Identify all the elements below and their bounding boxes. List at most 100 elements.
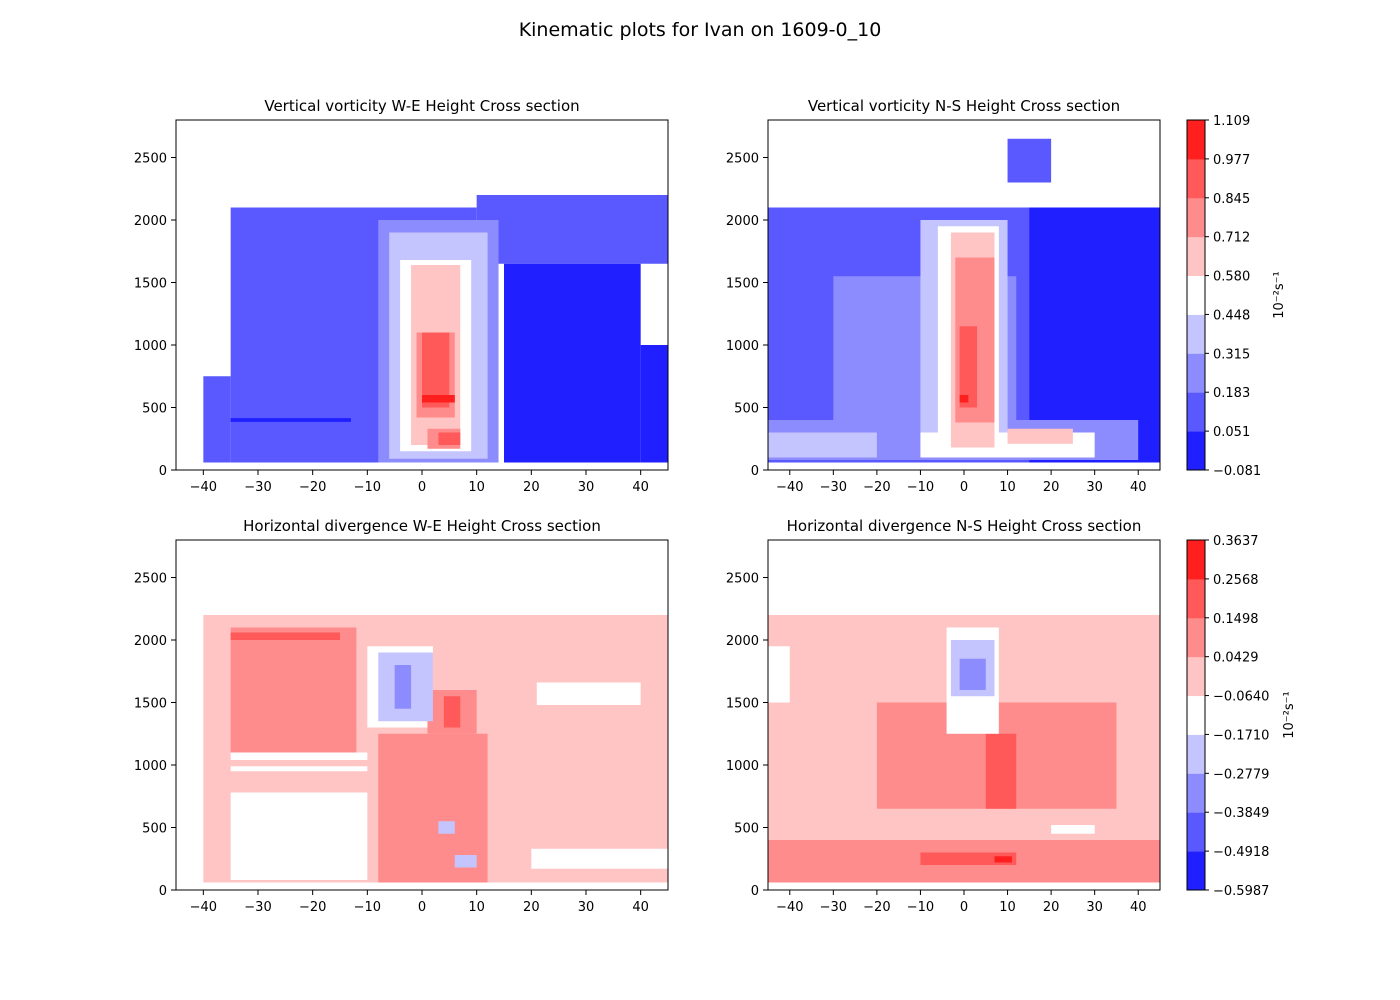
colorbar-segment	[1187, 353, 1205, 393]
x-tick-label: 40	[1130, 900, 1147, 915]
y-tick-label: 2500	[726, 572, 759, 587]
y-tick-label: 1000	[134, 759, 167, 774]
contour-region-13	[394, 665, 412, 709]
x-tick-label: −10	[907, 900, 934, 915]
x-tick-label: 0	[960, 900, 968, 915]
x-tick-label: 30	[578, 480, 595, 495]
contour-region-9	[768, 646, 790, 703]
x-tick-label: 20	[523, 900, 540, 915]
x-tick-label: −10	[354, 900, 381, 915]
colorbar-segment	[1187, 540, 1205, 580]
colorbar-tick-label: 0.051	[1213, 425, 1250, 440]
x-tick-label: 40	[1130, 480, 1147, 495]
x-tick-label: 30	[1086, 900, 1103, 915]
contour-region-13	[438, 432, 461, 445]
figure-title: Kinematic plots for Ivan on 1609-0_10	[519, 19, 882, 41]
y-tick-label: 1500	[726, 697, 759, 712]
x-tick-label: 10	[999, 900, 1016, 915]
colorbar-frame	[1186, 119, 1206, 471]
colorbar-segment	[1187, 158, 1205, 199]
contour-region-7	[531, 848, 668, 869]
panel-title: Vertical vorticity N-S Height Cross sect…	[808, 97, 1120, 115]
x-tick-label: 0	[418, 900, 426, 915]
x-tick-label: 10	[468, 900, 485, 915]
x-tick-label: 0	[418, 480, 426, 495]
contour-region-13	[959, 326, 978, 408]
colorbar-segment	[1187, 392, 1205, 432]
contour-region-5	[230, 752, 368, 760]
contour-region-14	[438, 821, 455, 834]
colorbar-tick-label: −0.5987	[1213, 884, 1269, 899]
colorbar-tick-label: 0.0429	[1213, 651, 1259, 666]
x-tick-label: −20	[299, 900, 326, 915]
contour-region-11	[1007, 428, 1073, 444]
colorbar-tick-label: 0.183	[1213, 386, 1250, 401]
colorbar-tick-label: 0.977	[1213, 153, 1250, 168]
y-tick-label: 2500	[134, 152, 167, 167]
x-tick-label: −40	[190, 480, 217, 495]
y-tick-label: 1500	[134, 277, 167, 292]
colorbar-segment	[1187, 773, 1205, 813]
x-tick-label: −30	[244, 900, 271, 915]
colorbar-divergence: 0.3637 0.2568 0.1498 0.0429 −0.0640 −0.1710 −0…	[1186, 534, 1297, 899]
x-tick-label: −20	[863, 480, 890, 495]
contour-region-15	[454, 855, 477, 868]
x-tick-label: −40	[190, 900, 217, 915]
x-tick-label: −10	[907, 480, 934, 495]
x-tick-label: −40	[776, 900, 803, 915]
contour-region-14	[422, 395, 455, 403]
colorbar-tick-label: −0.0640	[1213, 690, 1269, 705]
colorbar-tick-label: 1.109	[1213, 114, 1250, 129]
y-tick-label: 500	[142, 822, 167, 837]
y-tick-label: 0	[159, 464, 167, 479]
y-tick-label: 2000	[726, 214, 759, 229]
contour-fills	[768, 615, 1160, 883]
contour-fills	[768, 138, 1160, 463]
contour-region-11	[443, 696, 461, 728]
colorbar-tick-label: −0.4918	[1213, 845, 1269, 860]
contour-region-7	[768, 432, 877, 458]
x-tick-label: −20	[863, 900, 890, 915]
y-tick-label: 1000	[134, 339, 167, 354]
y-tick-label: 1500	[134, 697, 167, 712]
y-tick-label: 2000	[726, 634, 759, 649]
colorbar-segment	[1187, 236, 1205, 277]
colorbar-segment	[1187, 197, 1205, 238]
contour-fills	[203, 615, 668, 883]
colorbar-segment	[1187, 851, 1205, 891]
panel-title: Horizontal divergence N-S Height Cross s…	[787, 517, 1142, 535]
x-tick-label: 40	[632, 900, 649, 915]
contour-region-5	[230, 418, 351, 422]
colorbar-segment	[1187, 695, 1205, 735]
colorbar-tick-label: −0.081	[1213, 464, 1261, 479]
contour-region-1	[1007, 138, 1052, 183]
colorbar-label: 10⁻²s⁻¹	[1282, 691, 1297, 738]
colorbar-tick-label: 0.845	[1213, 192, 1250, 207]
contour-region-2	[230, 632, 340, 640]
colorbar-tick-label: −0.2779	[1213, 767, 1269, 782]
colorbar-segment	[1187, 431, 1205, 471]
colorbar-tick-label: 0.580	[1213, 270, 1250, 285]
x-tick-label: −30	[820, 900, 847, 915]
y-tick-label: 500	[734, 822, 759, 837]
panel-title: Vertical vorticity W-E Height Cross sect…	[264, 97, 579, 115]
contour-region-4	[640, 345, 668, 463]
y-tick-label: 0	[159, 884, 167, 899]
x-tick-label: 20	[523, 480, 540, 495]
contour-region-1	[203, 376, 231, 463]
contour-region-3	[230, 792, 368, 880]
x-tick-label: 10	[468, 480, 485, 495]
x-tick-label: 30	[578, 900, 595, 915]
contour-region-3	[985, 733, 1017, 809]
colorbar-segment	[1187, 656, 1205, 697]
panel-vorticity-ns: Vertical vorticity N-S Height Cross sect…	[726, 97, 1161, 495]
y-tick-label: 0	[751, 884, 759, 899]
contour-region-3	[504, 263, 641, 463]
contour-region-1	[230, 627, 357, 753]
contour-region-2	[476, 195, 668, 264]
contour-region-14	[959, 395, 969, 403]
colorbar-segment	[1187, 120, 1205, 160]
panel-divergence-we: Horizontal divergence W-E Height Cross s…	[134, 517, 669, 915]
colorbar-segment	[1187, 578, 1205, 619]
